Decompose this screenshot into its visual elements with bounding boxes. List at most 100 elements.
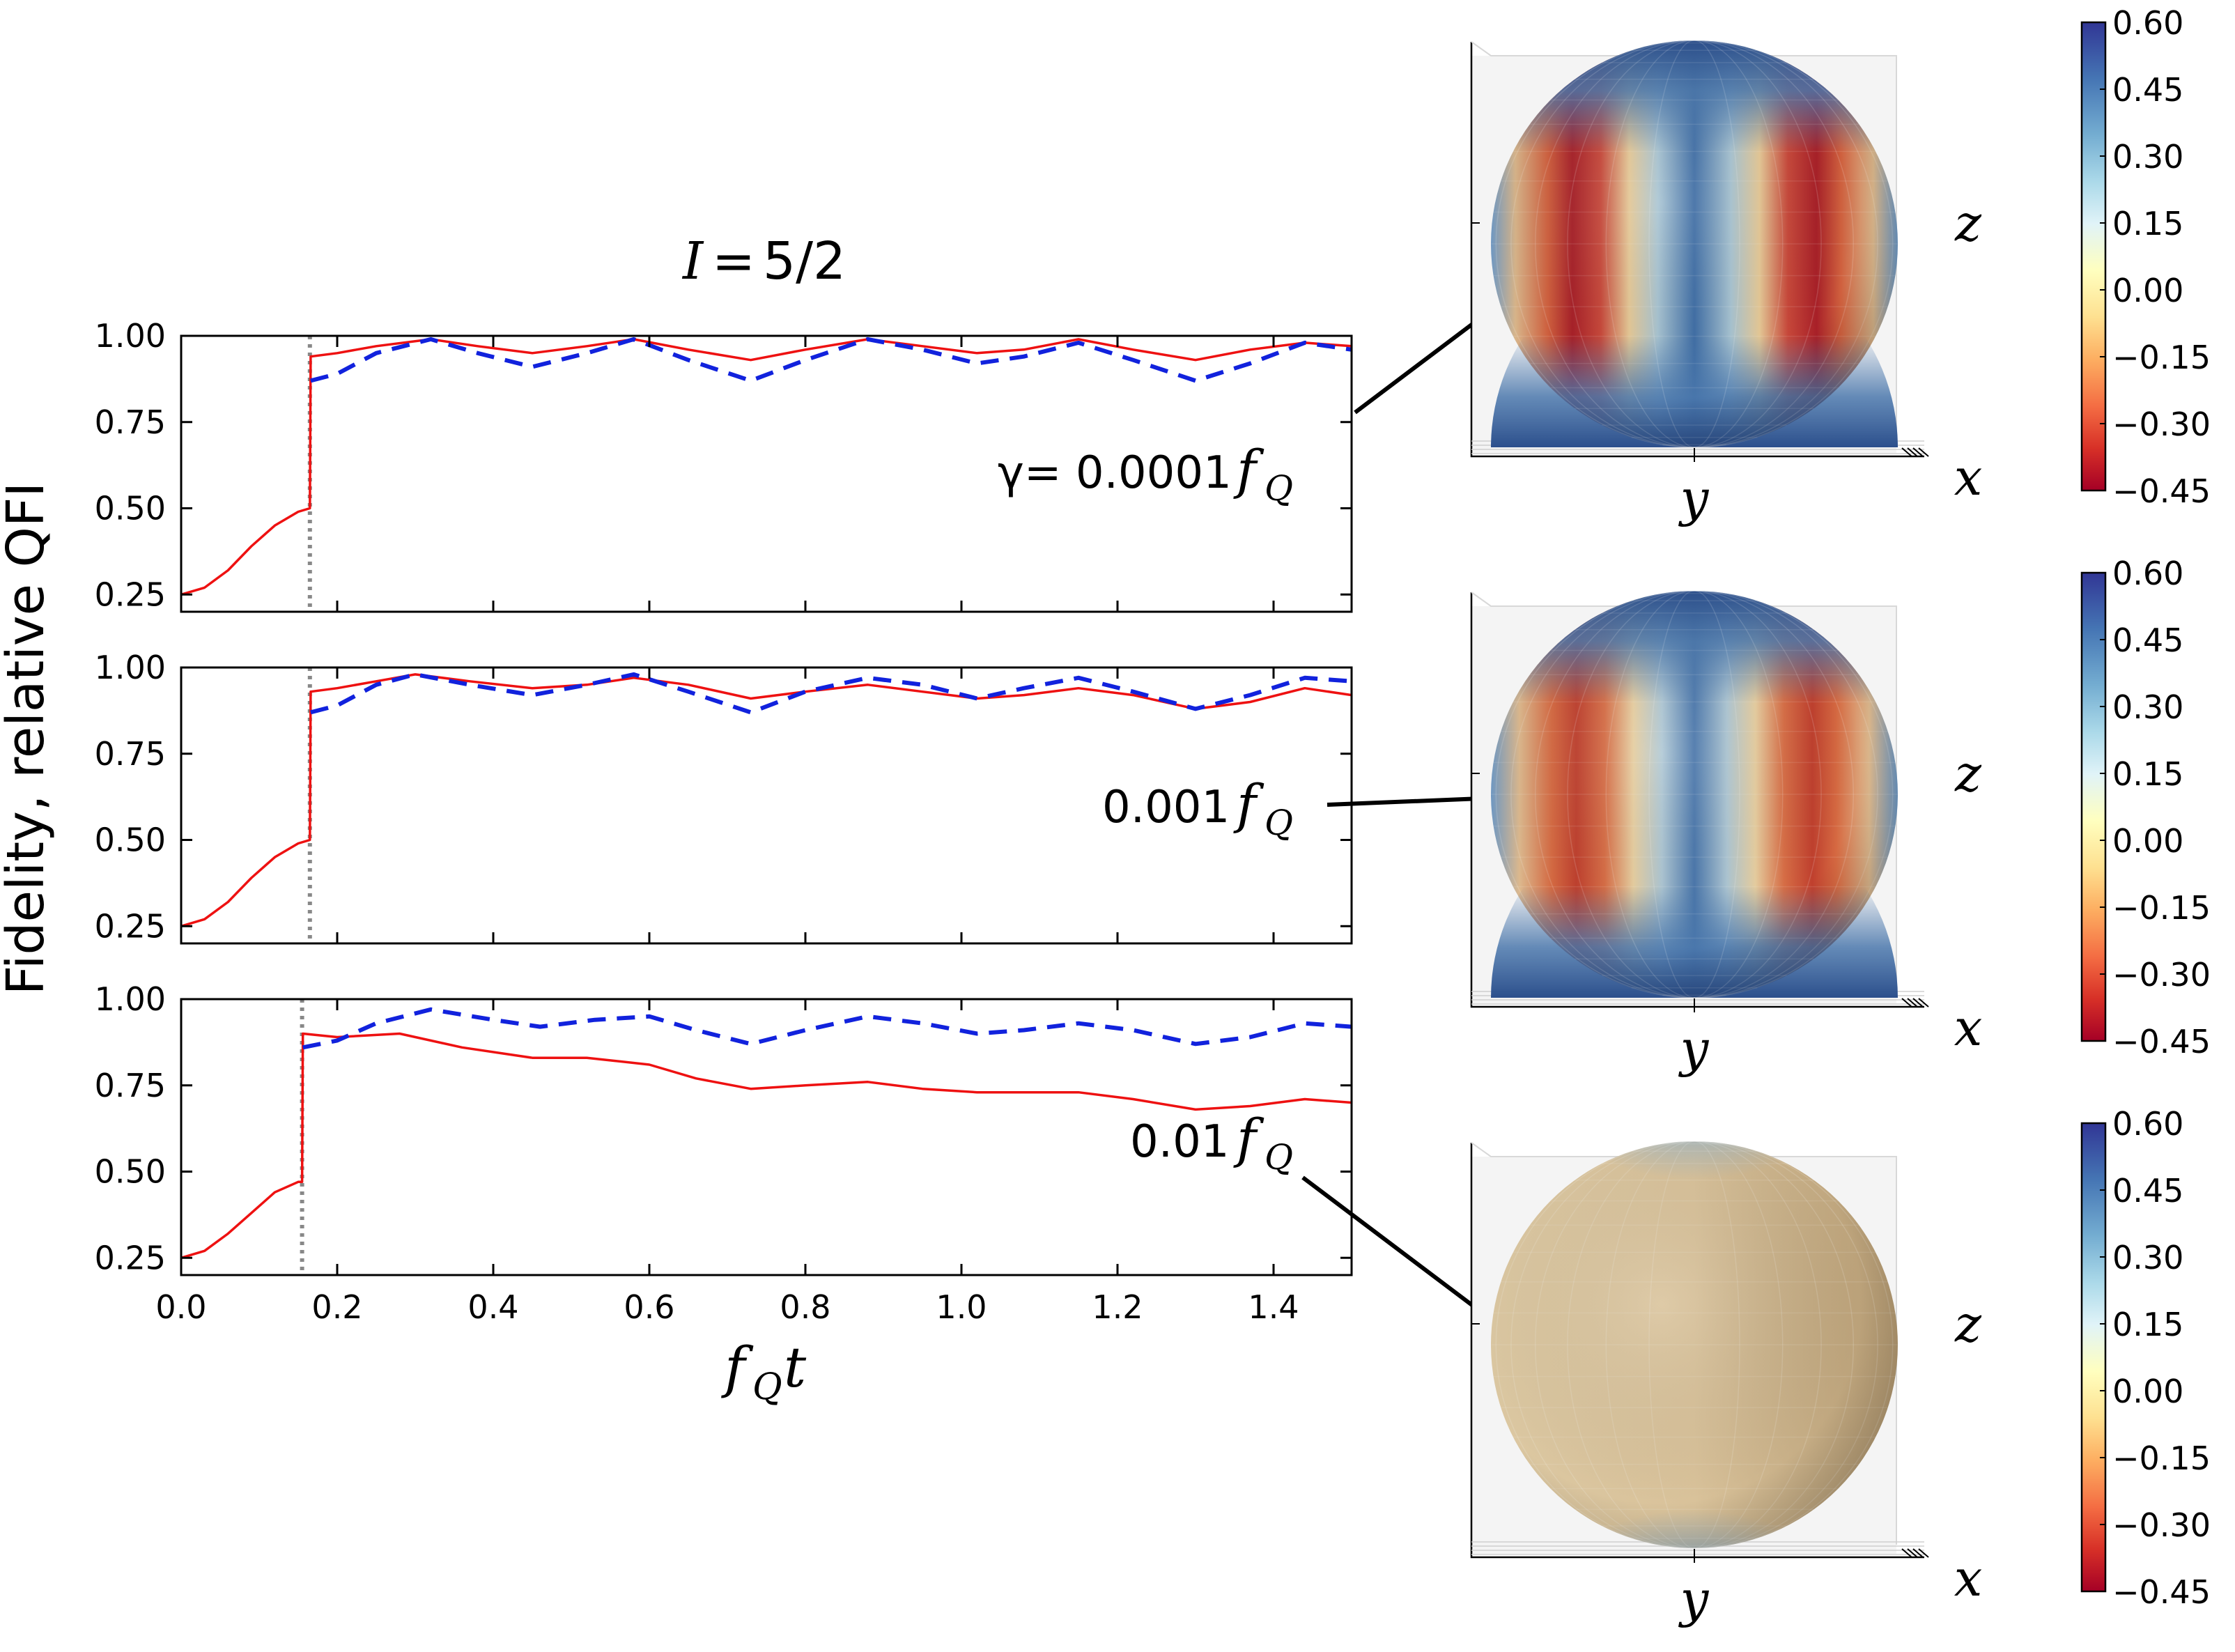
x-tick-label: 0.4 xyxy=(467,1288,518,1326)
arrow-top xyxy=(1354,308,1492,415)
x-depth-tick xyxy=(1907,1548,1918,1558)
colorbar-tick-label: 0.15 xyxy=(2112,1306,2183,1343)
y-tick-label: 1.00 xyxy=(95,649,166,686)
x-ticks-bottom: 0.0 0.2 0.4 0.6 0.8 1.0 1.2 1.4 xyxy=(155,999,1299,1326)
colorbar-tick-label: 0.30 xyxy=(2112,1239,2183,1276)
colorbar-tick-label: −0.30 xyxy=(2112,956,2211,994)
sphere-shading xyxy=(1491,1141,1898,1548)
x-ticks-middle xyxy=(180,667,1275,943)
y-ticks-top: 0.25 0.50 0.75 1.00 xyxy=(95,317,1352,613)
colorbar-tick-label: −0.45 xyxy=(2112,1573,2211,1611)
colorbar-tick-label: 0.45 xyxy=(2112,622,2183,659)
y-tick-label: 0.25 xyxy=(95,576,166,613)
colorbar-tick-label: −0.45 xyxy=(2112,472,2211,510)
x-depth-tick xyxy=(1901,447,1912,457)
sphere-panel-2: y x z 0.60 0.45 0.30 0.15 0.00 −0.15 −0.30 −0.45 xyxy=(1470,555,2211,1078)
colorbar xyxy=(2080,1122,2107,1593)
series-fidelity-bottom xyxy=(180,1032,1352,1259)
axis-label-y: y xyxy=(1678,1570,1710,1628)
colorbar-tick-label: 0.15 xyxy=(2112,755,2183,793)
colorbar-tick-label: −0.45 xyxy=(2112,1023,2211,1060)
gamma-unit-middle: f xyxy=(1233,773,1265,835)
colorbar xyxy=(2080,21,2107,492)
axis-label-x: x xyxy=(1954,1549,1983,1607)
colorbar-tick-label: −0.30 xyxy=(2112,406,2211,443)
y-tick-label: 0.25 xyxy=(95,907,166,945)
gamma-label-middle: 0.001 f Q xyxy=(1102,773,1293,843)
plot-frame-top xyxy=(180,334,1353,613)
x-tick-label: 0.0 xyxy=(155,1288,206,1326)
x-depth-tick xyxy=(1918,998,1929,1008)
colorbar-tick-label: −0.15 xyxy=(2112,889,2211,927)
y-tick-label: 0.75 xyxy=(95,735,166,773)
colorbar-tick-label: 0.60 xyxy=(2112,1105,2183,1143)
colorbar-tick-label: 0.60 xyxy=(2112,555,2183,592)
title-value: 5/2 xyxy=(763,231,846,291)
colorbar-tick-label: 0.15 xyxy=(2112,205,2183,242)
sphere-panel-3: y x z 0.60 0.45 0.30 0.15 0.00 −0.15 −0.30 −0.45 xyxy=(1470,1075,2211,1628)
x-depth-tick xyxy=(1912,447,1924,457)
line-panel-top: 0.25 0.50 0.75 1.00 xyxy=(95,317,1353,613)
axis-label-x: x xyxy=(1954,998,1983,1057)
line-panel-bottom: 0.25 0.50 0.75 1.00 0.0 0.2 0.4 0.6 0.8 1.0 1.2 1.… xyxy=(95,980,1353,1326)
gamma-unit-sub-middle: Q xyxy=(1265,803,1293,843)
y-tick-label: 0.50 xyxy=(95,490,166,527)
colorbar-tick-label: −0.15 xyxy=(2112,339,2211,376)
y-tick-label: 1.00 xyxy=(95,317,166,355)
gamma-value-top: γ= 0.0001 xyxy=(998,447,1232,499)
y-tick-label: 0.25 xyxy=(95,1239,166,1276)
figure-title: I = 5/2 xyxy=(681,231,846,291)
sphere-shading xyxy=(1491,591,1898,998)
plot-frame-bottom xyxy=(180,998,1353,1276)
colorbar-tick-label: −0.15 xyxy=(2112,1439,2211,1477)
arrow-middle xyxy=(1327,794,1499,807)
x-depth-tick xyxy=(1901,1548,1912,1558)
gamma-unit-bottom: f xyxy=(1233,1107,1265,1169)
sphere-shading xyxy=(1491,40,1898,447)
x-depth-tick xyxy=(1912,1548,1924,1558)
colorbar-tick-label: 0.60 xyxy=(2112,4,2183,42)
y-tick-label: 0.50 xyxy=(95,1153,166,1191)
y-axis-label: Fidelity, relative QFI xyxy=(0,482,56,996)
x-tick-label: 1.2 xyxy=(1092,1288,1143,1326)
axes-frame xyxy=(1470,592,1924,1008)
gamma-unit-sub-bottom: Q xyxy=(1265,1137,1293,1178)
x-tick-label: 0.2 xyxy=(311,1288,362,1326)
gamma-unit-sub-top: Q xyxy=(1265,468,1293,509)
plot-area-middle xyxy=(180,667,1352,943)
x-depth-tick xyxy=(1912,998,1924,1008)
colorbar-tick-label: 0.45 xyxy=(2112,71,2183,109)
axis-label-x: x xyxy=(1954,448,1983,507)
colorbar-tick-label: 0.00 xyxy=(2112,272,2183,309)
x-ticks-top xyxy=(180,336,1275,612)
x-axis-label-f: f xyxy=(721,1335,754,1400)
colorbar-tick-label: 0.30 xyxy=(2112,688,2183,726)
gamma-value-middle: 0.001 xyxy=(1102,782,1230,833)
x-depth-tick xyxy=(1907,447,1918,457)
x-tick-label: 1.0 xyxy=(936,1288,987,1326)
y-ticks-middle: 0.25 0.50 0.75 1.00 xyxy=(95,649,1352,945)
colorbar-tick-label: 0.45 xyxy=(2112,1172,2183,1210)
series-fidelity-top xyxy=(180,338,1352,596)
y-tick-label: 0.50 xyxy=(95,821,166,859)
y-tick-label: 1.00 xyxy=(95,980,166,1018)
x-depth-tick xyxy=(1918,447,1929,457)
y-tick-label: 0.75 xyxy=(95,1067,166,1104)
axes-frame xyxy=(1470,42,1924,458)
plot-area-bottom xyxy=(180,999,1352,1275)
gamma-label-bottom: 0.01 f Q xyxy=(1130,1107,1293,1178)
y-ticks-bottom: 0.25 0.50 0.75 1.00 xyxy=(95,980,1352,1276)
series-qfi-bottom xyxy=(302,1007,1352,1050)
colorbar-tick-label: 0.30 xyxy=(2112,138,2183,176)
title-symbol: I xyxy=(681,231,704,291)
y-tick-label: 0.75 xyxy=(95,403,166,441)
colorbar-tick-label: −0.30 xyxy=(2112,1506,2211,1544)
colorbar-tick-label: 0.00 xyxy=(2112,1373,2183,1410)
x-depth-tick xyxy=(1907,998,1918,1008)
gamma-unit-top: f xyxy=(1233,438,1265,500)
colorbar-tick-label: 0.00 xyxy=(2112,822,2183,860)
axis-label-y: y xyxy=(1678,1019,1710,1078)
x-depth-tick xyxy=(1918,1548,1929,1558)
line-panel-middle: 0.25 0.50 0.75 1.00 xyxy=(95,649,1353,945)
